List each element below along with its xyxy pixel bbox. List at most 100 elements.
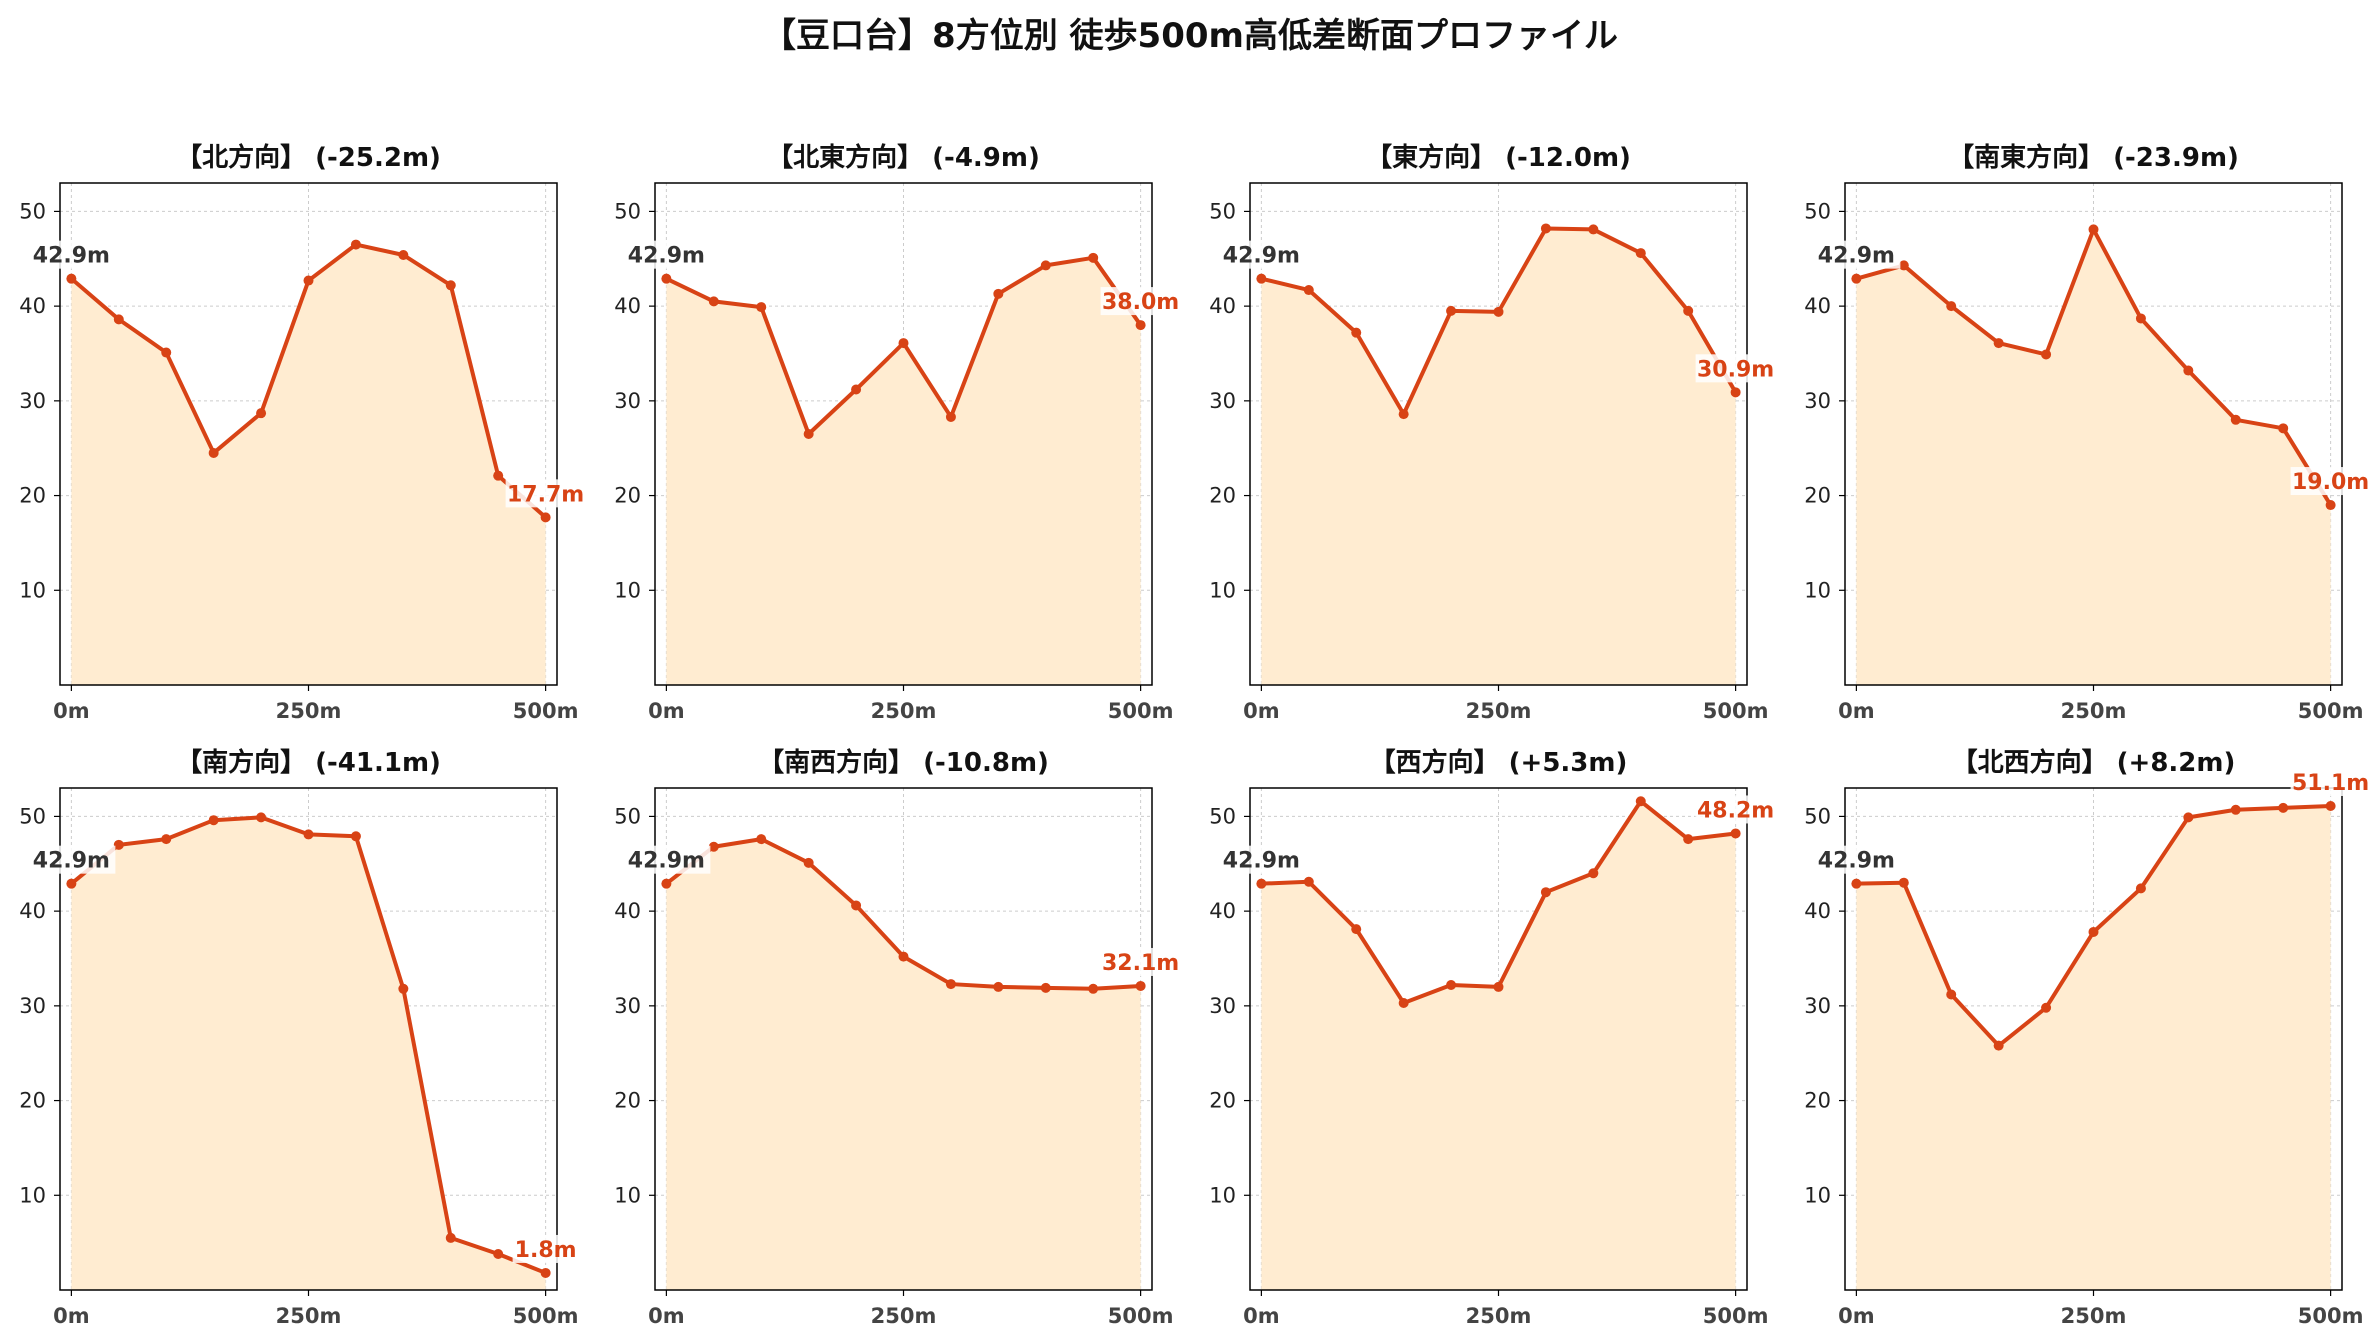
x-tick-label: 250m (871, 1304, 937, 1328)
start-label: 42.9m (628, 849, 705, 874)
data-point (256, 812, 267, 823)
data-point (1540, 887, 1551, 898)
data-point (1398, 998, 1409, 1009)
data-point (1040, 982, 1051, 993)
data-point (2278, 423, 2289, 434)
data-point (945, 411, 956, 422)
data-point (803, 429, 814, 439)
data-point (1946, 989, 1957, 1000)
y-tick-label: 30 (1209, 994, 1236, 1018)
y-tick-label: 50 (614, 199, 641, 223)
data-point (661, 273, 672, 284)
data-point (1683, 834, 1694, 845)
data-point (1851, 273, 1862, 284)
x-tick-label: 0m (1243, 699, 1280, 723)
data-point (1588, 868, 1599, 879)
data-point (350, 239, 361, 250)
data-point (803, 857, 814, 868)
y-tick-label: 10 (614, 1183, 641, 1207)
data-point (2135, 313, 2146, 324)
y-tick-label: 20 (1804, 484, 1831, 508)
data-point (2135, 883, 2146, 894)
data-point (1730, 828, 1741, 839)
area-fill (1856, 229, 2331, 685)
data-point (756, 834, 767, 845)
end-label: 32.1m (1102, 951, 1179, 976)
data-point (756, 302, 767, 313)
data-point (1898, 260, 1909, 271)
start-label: 42.9m (1223, 849, 1300, 874)
subplot-title: 【北方向】 (-25.2m) (176, 142, 441, 173)
data-point (993, 288, 1004, 299)
data-point (2088, 224, 2099, 235)
data-point (161, 834, 172, 845)
area-fill (71, 244, 546, 685)
start-label: 42.9m (1223, 244, 1300, 269)
start-label: 42.9m (1818, 244, 1895, 269)
start-label-bg (1812, 845, 1901, 874)
area-fill (71, 817, 546, 1290)
start-label: 42.9m (33, 849, 110, 874)
data-point (1446, 980, 1457, 991)
y-tick-label: 20 (614, 484, 641, 508)
y-tick-label: 30 (614, 389, 641, 413)
x-tick-label: 0m (53, 699, 90, 723)
x-tick-label: 250m (2061, 699, 2127, 723)
y-tick-label: 10 (614, 578, 641, 602)
y-tick-label: 10 (1209, 578, 1236, 602)
x-tick-label: 250m (276, 1304, 342, 1328)
y-tick-label: 30 (19, 994, 46, 1018)
y-tick-label: 20 (1209, 1089, 1236, 1113)
data-point (1683, 305, 1694, 316)
x-tick-label: 0m (1243, 1304, 1280, 1328)
data-point (66, 878, 77, 889)
data-point (2230, 804, 2241, 815)
end-label-bg (2290, 767, 2371, 796)
y-tick-label: 40 (19, 294, 46, 318)
y-tick-label: 50 (1209, 804, 1236, 828)
y-tick-label: 30 (1209, 389, 1236, 413)
data-point (303, 829, 314, 840)
data-point (208, 815, 219, 826)
y-tick-label: 40 (1804, 899, 1831, 923)
x-tick-label: 0m (648, 1304, 685, 1328)
data-point (1730, 387, 1741, 398)
start-label-bg (1812, 240, 1901, 269)
x-tick-label: 0m (1838, 1304, 1875, 1328)
data-point (898, 951, 909, 962)
y-tick-label: 50 (1804, 199, 1831, 223)
x-tick-label: 500m (513, 1304, 579, 1328)
start-label-bg (1217, 845, 1306, 874)
end-label: 19.0m (2292, 470, 2369, 495)
end-label-bg (512, 1234, 579, 1263)
y-tick-label: 20 (614, 1089, 641, 1113)
x-tick-label: 0m (648, 699, 685, 723)
x-tick-label: 250m (2061, 1304, 2127, 1328)
data-point (1993, 338, 2004, 349)
data-point (2041, 349, 2052, 360)
data-point (1088, 983, 1099, 994)
end-label: 38.0m (1102, 290, 1179, 315)
y-tick-label: 50 (19, 804, 46, 828)
data-point (1446, 305, 1457, 316)
data-point (1635, 796, 1646, 807)
y-tick-label: 40 (19, 899, 46, 923)
data-point (2088, 926, 2099, 937)
y-tick-label: 50 (614, 804, 641, 828)
area-fill (666, 839, 1141, 1290)
data-point (898, 338, 909, 349)
data-point (1946, 301, 1957, 312)
data-point (1256, 878, 1267, 889)
data-point (493, 1249, 504, 1260)
y-tick-label: 50 (1209, 199, 1236, 223)
subplot-title: 【西方向】 (+5.3m) (1370, 747, 1628, 778)
subplot-title: 【南西方向】 (-10.8m) (758, 747, 1049, 778)
data-point (2230, 414, 2241, 425)
data-point (113, 314, 124, 325)
x-tick-label: 250m (871, 699, 937, 723)
data-point (1135, 320, 1146, 331)
